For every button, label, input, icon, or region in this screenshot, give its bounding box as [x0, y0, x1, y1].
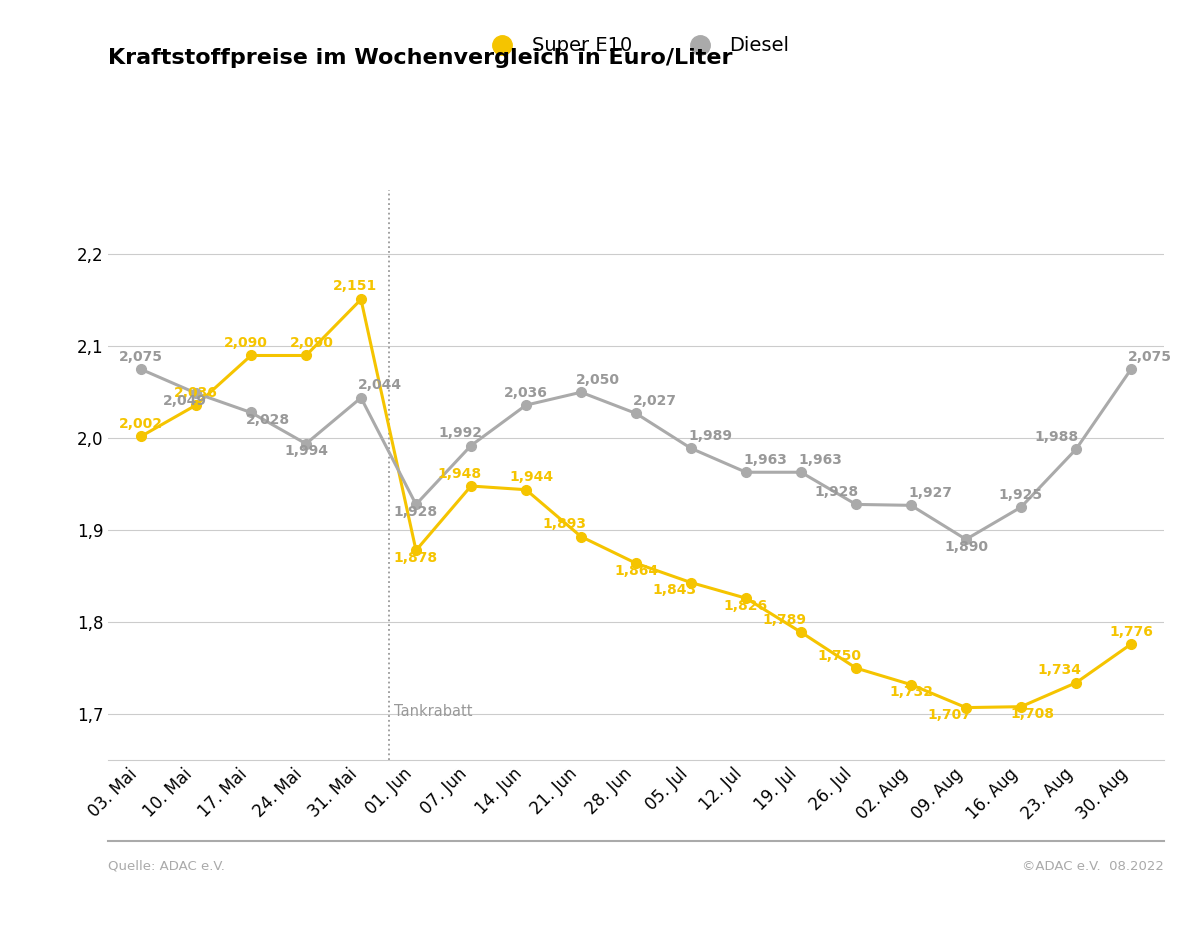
Text: 1,890: 1,890	[944, 540, 988, 554]
Text: 2,002: 2,002	[119, 417, 163, 431]
Text: Tankrabatt: Tankrabatt	[394, 704, 473, 718]
Text: 1,994: 1,994	[284, 445, 328, 459]
Text: 2,028: 2,028	[246, 413, 289, 428]
Text: 2,027: 2,027	[634, 394, 677, 408]
Text: 1,948: 1,948	[438, 466, 482, 481]
Text: 2,075: 2,075	[119, 350, 163, 364]
Text: 1,989: 1,989	[689, 428, 732, 443]
Legend: Super E10, Diesel: Super E10, Diesel	[475, 28, 797, 64]
Text: 1,826: 1,826	[724, 598, 768, 613]
Text: 1,944: 1,944	[510, 470, 553, 484]
Text: 1,789: 1,789	[762, 613, 806, 627]
Text: 1,893: 1,893	[542, 517, 587, 531]
Text: 2,050: 2,050	[576, 372, 619, 387]
Text: 1,963: 1,963	[743, 453, 787, 466]
Text: 2,151: 2,151	[334, 279, 378, 293]
Text: 1,734: 1,734	[1038, 663, 1081, 677]
Text: 2,090: 2,090	[223, 336, 268, 350]
Text: 1,707: 1,707	[928, 709, 972, 722]
Text: Kraftstoffpreise im Wochenvergleich in Euro/Liter: Kraftstoffpreise im Wochenvergleich in E…	[108, 48, 732, 67]
Text: 2,075: 2,075	[1128, 350, 1172, 364]
Text: 1,708: 1,708	[1010, 708, 1054, 721]
Text: 2,036: 2,036	[504, 386, 548, 400]
Text: 1,878: 1,878	[394, 551, 438, 565]
Text: Quelle: ADAC e.V.: Quelle: ADAC e.V.	[108, 860, 224, 873]
Text: 2,036: 2,036	[174, 386, 218, 400]
Text: ©ADAC e.V.  08.2022: ©ADAC e.V. 08.2022	[1022, 860, 1164, 873]
Text: 2,049: 2,049	[163, 394, 208, 408]
Text: 2,044: 2,044	[358, 378, 402, 392]
Text: 1,776: 1,776	[1109, 625, 1153, 638]
Text: 1,992: 1,992	[438, 426, 482, 440]
Text: 1,864: 1,864	[614, 564, 658, 578]
Text: 1,843: 1,843	[653, 583, 696, 598]
Text: 1,750: 1,750	[817, 649, 862, 662]
Text: 1,732: 1,732	[889, 685, 934, 699]
Text: 1,963: 1,963	[798, 453, 842, 466]
Text: 1,928: 1,928	[394, 505, 438, 519]
Text: 1,988: 1,988	[1034, 429, 1079, 444]
Text: 1,927: 1,927	[908, 485, 953, 500]
Text: 2,090: 2,090	[289, 336, 334, 350]
Text: 1,928: 1,928	[815, 484, 859, 499]
Text: 1,925: 1,925	[998, 487, 1043, 502]
